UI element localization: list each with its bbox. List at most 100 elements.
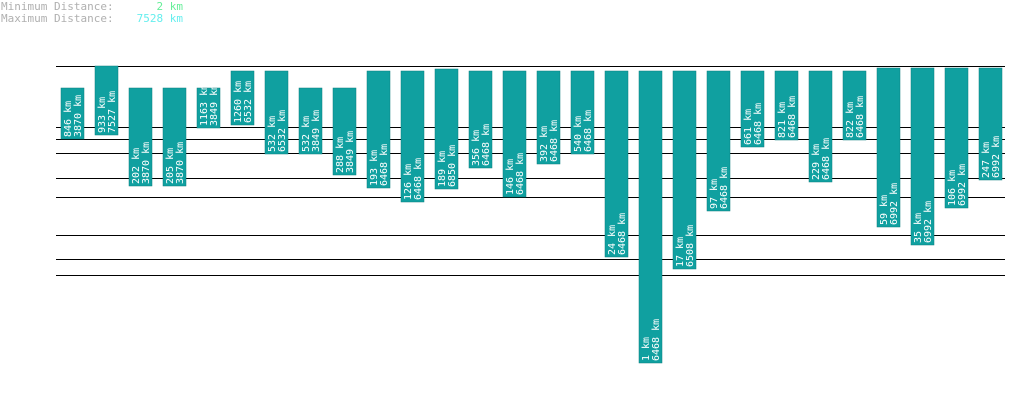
bar-total-label: 6468 km [549,120,560,162]
bar [128,87,153,187]
bar-group: 229 km 6468 km [808,70,833,183]
bar [468,70,493,169]
bar-total-label: 6468 km [821,138,832,180]
bar-group: 189 km 6850 km [434,68,459,190]
bar-group: 1 km 6468 km [638,70,663,364]
max-distance-label: Maximum Distance: [1,12,114,25]
bar-total-label: 6468 km [617,213,628,255]
bar-total-label: 3849 km [209,84,220,126]
bar-total-label: 6532 km [243,81,254,123]
bar-group: 205 km 3870 km [162,87,187,187]
bar-group: 532 km 3849 km [298,87,323,155]
bar-segment-label: 661 km [743,109,754,145]
max-distance-value: 7528 km [136,12,183,25]
bar-group: 106 km 6992 km [944,67,969,209]
bar-group: 392 km 6468 km [536,70,561,165]
bar-group: 356 km 6468 km [468,70,493,169]
bar-group: 35 km 6992 km [910,67,935,246]
bar-group: 59 km 6992 km [876,67,901,228]
bar-total-label: 6992 km [889,183,900,225]
bar-total-label: 3849 km [345,131,356,173]
bar-total-label: 6468 km [651,319,662,361]
bar-group: 846 km 3870 km [60,87,85,140]
bar-group: 661 km 6468 km [740,70,765,148]
bar [298,87,323,155]
bar-total-label: 3870 km [175,142,186,184]
bar [944,67,969,209]
bar-group: 24 km 6468 km [604,70,629,258]
bar-segment-label: 17 km [675,237,686,267]
bar [638,70,663,364]
bar [60,87,85,140]
bar [740,70,765,148]
bar-segment-label: 189 km [437,151,448,187]
bar-segment-label: 822 km [845,102,856,138]
min-distance-value: 2 km [156,0,184,13]
bar [196,87,221,129]
bar [434,68,459,190]
bar-segment-label: 126 km [403,164,414,200]
bar-segment-label: 846 km [63,101,74,137]
bar-total-label: 6468 km [583,110,594,152]
bar [230,70,255,126]
bar-segment-label: 532 km [267,116,278,152]
bar-group: 822 km 6468 km [842,70,867,141]
bar [604,70,629,258]
bar-group: 97 km 6468 km [706,70,731,212]
bar-segment-label: 146 km [505,159,516,195]
bar [842,70,867,141]
bar-segment-label: 821 km [777,102,788,138]
bar [910,67,935,246]
bar-group: 17 km 6508 km [672,70,697,270]
bar-total-label: 6992 km [991,136,1002,178]
bar-total-label: 6468 km [481,124,492,166]
bar-segment-label: 933 km [97,97,108,133]
bar-group: 1163 km 3849 km [196,84,221,129]
bar-group: 1260 km 6532 km [230,70,255,126]
distance-summary: Minimum Distance: 2 km Maximum Distance: 7… [1,1,183,25]
bar-segment-label: 106 km [947,170,958,206]
bar [94,65,119,136]
bar [774,70,799,141]
bar [162,87,187,187]
bar-segment-label: 247 km [981,142,992,178]
bar-segment-label: 540 km [573,116,584,152]
bar [706,70,731,212]
bar [570,70,595,155]
bar-total-label: 6468 km [515,153,526,195]
min-distance-row: Minimum Distance: 2 km [1,1,183,13]
bar-group: 821 km 6468 km [774,70,799,141]
bar [366,70,391,189]
max-distance-row: Maximum Distance: 7528 km [1,13,183,25]
bar-total-label: 3870 km [73,95,84,137]
bar-total-label: 6468 km [753,103,764,145]
bar [876,67,901,228]
bar [672,70,697,270]
bar-total-label: 3870 km [141,142,152,184]
bar [808,70,833,183]
bar-group: 193 km 6468 km [366,70,391,189]
bar-segment-label: 205 km [165,148,176,184]
bar-group: 288 km 3849 km [332,87,357,176]
bar-segment-label: 35 km [913,213,924,243]
bar-segment-label: 1260 km [233,81,244,123]
bar-group: 146 km 6468 km [502,70,527,198]
bar-segment-label: 392 km [539,126,550,162]
bar-segment-label: 532 km [301,116,312,152]
bar-group: 202 km 3870 km [128,87,153,187]
bar-group: 247 km 6992 km [978,67,1003,181]
bar-segment-label: 24 km [607,225,618,255]
bar-total-label: 6468 km [379,144,390,186]
bar-segment-label: 356 km [471,130,482,166]
bar-total-label: 6468 km [855,96,866,138]
bar-segment-label: 59 km [879,195,890,225]
bar-segment-label: 1163 km [199,84,210,126]
bar [264,70,289,155]
bar-total-label: 6992 km [957,164,968,206]
bar [332,87,357,176]
min-distance-label: Minimum Distance: [1,0,114,13]
bar-total-label: 7527 km [107,91,118,133]
bar-group: 532 km 6532 km [264,70,289,155]
